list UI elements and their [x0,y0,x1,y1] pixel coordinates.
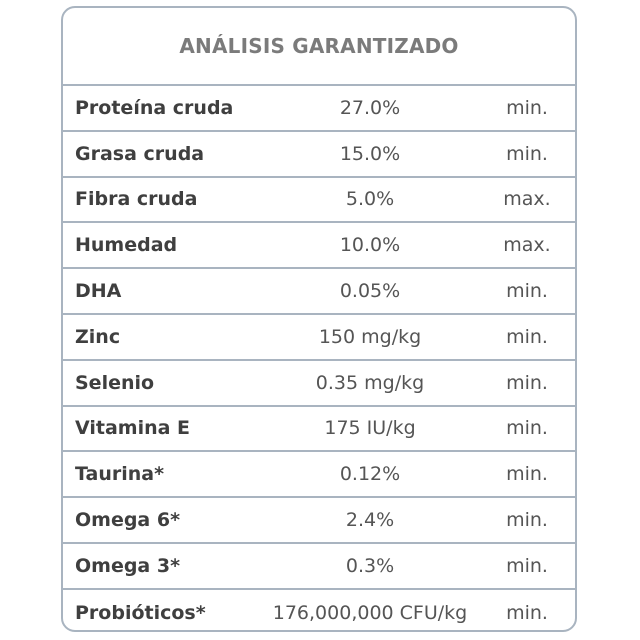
nutrient-name: DHA [75,280,122,303]
nutrient-value: 15.0% [339,142,401,165]
nutrient-qualifier: min. [506,325,548,348]
nutrient-name: Grasa cruda [75,142,205,165]
nutrient-value: 10.0% [339,234,401,257]
nutrient-qualifier: min. [506,371,548,394]
nutrient-qualifier: max. [503,234,551,257]
nutrient-qualifier: min. [506,554,548,577]
nutrient-qualifier: min. [506,417,548,440]
table-row: Selenio 0.35 mg/kg min. [63,361,575,407]
nutrient-name: Probióticos* [75,601,206,624]
table-row: Zinc 150 mg/kg min. [63,315,575,361]
nutrient-value: 0.3% [345,554,395,577]
nutrient-value: 5.0% [345,188,395,211]
nutrient-qualifier: min. [506,509,548,532]
nutrient-value: 0.12% [339,463,401,486]
nutrient-name: Taurina* [75,463,165,486]
nutrient-qualifier: min. [506,142,548,165]
nutrient-value: 150 mg/kg [318,325,422,348]
nutrient-name: Vitamina E [75,417,191,440]
table-row: Omega 6* 2.4% min. [63,498,575,544]
nutrient-value: 175 IU/kg [324,417,416,440]
table-row: Fibra cruda 5.0% max. [63,178,575,224]
table-row: Proteína cruda 27.0% min. [63,86,575,132]
nutrient-name: Humedad [75,234,178,257]
nutrient-value: 2.4% [345,509,395,532]
table-row: Probióticos* 176,000,000 CFU/kg min. [63,590,575,630]
nutrient-qualifier: min. [506,601,548,624]
nutrient-value: 27.0% [339,96,401,119]
nutrient-name: Omega 6* [75,509,181,532]
nutrient-value: 0.35 mg/kg [315,371,425,394]
nutrient-name: Fibra cruda [75,188,198,211]
table-title: ANÁLISIS GARANTIZADO [63,8,575,86]
table-row: Vitamina E 175 IU/kg min. [63,407,575,453]
nutrient-name: Selenio [75,371,155,394]
nutrient-qualifier: max. [503,188,551,211]
nutrient-qualifier: min. [506,280,548,303]
nutrient-qualifier: min. [506,463,548,486]
nutrient-name: Zinc [75,325,121,348]
table-row: Omega 3* 0.3% min. [63,544,575,590]
nutrient-name: Omega 3* [75,554,181,577]
nutrient-qualifier: min. [506,96,548,119]
guaranteed-analysis-table: ANÁLISIS GARANTIZADO Proteína cruda 27.0… [61,6,577,632]
table-row: Taurina* 0.12% min. [63,452,575,499]
nutrient-value: 176,000,000 CFU/kg [272,601,468,624]
table-row: Humedad 10.0% max. [63,223,575,270]
nutrient-name: Proteína cruda [75,96,234,119]
nutrient-value: 0.05% [339,280,401,303]
table-row: Grasa cruda 15.0% min. [63,132,575,178]
table-row: DHA 0.05% min. [63,269,575,315]
